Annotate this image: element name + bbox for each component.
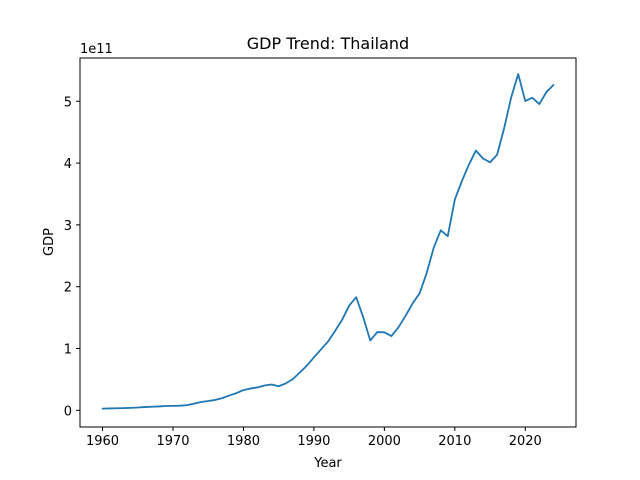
x-tick-label: 1970 [156, 434, 189, 449]
x-tick-label: 2010 [438, 434, 471, 449]
gdp-series-line [101, 73, 555, 410]
x-tick-label: 1980 [227, 434, 260, 449]
x-axis-ticks: 1960 1970 1980 1990 2000 2010 2020 [86, 427, 542, 449]
x-tick-label: 2000 [368, 434, 401, 449]
plot-area-frame [79, 57, 577, 428]
y-tick-label: 2 [64, 281, 72, 296]
y-tick-label: 3 [64, 219, 72, 234]
y-tick-label: 5 [64, 95, 72, 110]
y-axis-ticks: 0 1 2 3 4 5 [64, 95, 80, 419]
x-tick-label: 1960 [86, 434, 119, 449]
y-axis-label: GDP [42, 228, 57, 256]
y-tick-label: 4 [64, 157, 72, 172]
x-tick-label: 2020 [509, 434, 542, 449]
y-tick-label: 1 [64, 343, 72, 358]
x-axis-label: Year [313, 456, 342, 471]
x-tick-label: 1990 [297, 434, 330, 449]
y-scale-label: 1e11 [80, 42, 113, 57]
y-tick-label: 0 [64, 404, 72, 419]
chart-title: GDP Trend: Thailand [247, 34, 409, 53]
